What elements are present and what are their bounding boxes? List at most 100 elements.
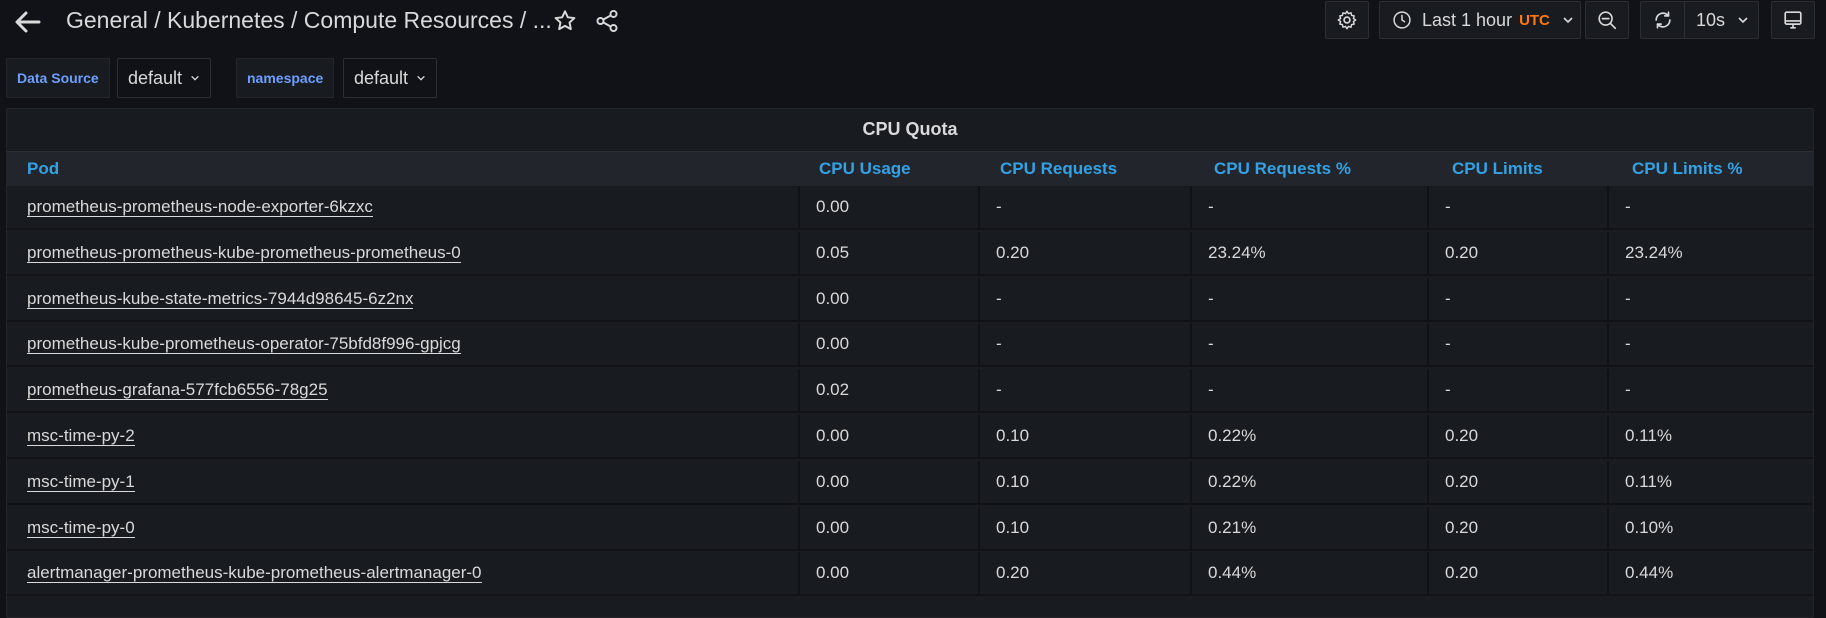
pod-link[interactable]: prometheus-kube-state-metrics-7944d98645… (27, 288, 414, 309)
top-navbar: General / Kubernetes / Compute Resources… (0, 0, 1826, 44)
cell-cpu-requests-pct: 0.44% (1190, 552, 1427, 595)
table-row: msc-time-py-0 0.00 0.10 0.21% 0.20 0.10% (7, 506, 1813, 551)
refresh-interval-picker[interactable]: 10s (1684, 1, 1759, 39)
cell-cpu-limits-pct: 0.11% (1607, 415, 1813, 457)
chevron-down-icon (191, 75, 199, 81)
variable-select-namespace[interactable]: default (343, 58, 438, 98)
share-icon (596, 9, 618, 33)
variable-label-datasource: Data Source (6, 58, 110, 98)
cell-cpu-limits-pct: - (1607, 323, 1813, 366)
tv-mode-button[interactable] (1771, 1, 1815, 39)
pod-link[interactable]: alertmanager-prometheus-kube-prometheus-… (27, 563, 482, 584)
cell-cpu-requests: 0.10 (978, 506, 1190, 549)
table-header: Pod CPU Usage CPU Requests CPU Requests … (7, 151, 1813, 186)
cell-cpu-requests: - (978, 186, 1190, 228)
cell-cpu-requests: 0.10 (978, 415, 1190, 457)
cell-cpu-limits: 0.20 (1427, 506, 1607, 549)
cell-cpu-requests: - (978, 277, 1190, 320)
back-button[interactable] (12, 6, 44, 38)
cell-cpu-requests: - (978, 323, 1190, 366)
cell-cpu-limits: 0.20 (1427, 231, 1607, 274)
table-row: msc-time-py-1 0.00 0.10 0.22% 0.20 0.11% (7, 460, 1813, 505)
column-header-cpu-requests-pct[interactable]: CPU Requests % (1214, 159, 1351, 178)
time-range-picker[interactable]: Last 1 hour UTC (1379, 1, 1581, 39)
chevron-down-icon (417, 75, 425, 81)
cell-cpu-limits: - (1427, 323, 1607, 366)
chevron-down-icon (1563, 17, 1573, 24)
cell-pod: prometheus-kube-prometheus-operator-75bf… (7, 323, 798, 365)
table-row: prometheus-kube-prometheus-operator-75bf… (7, 323, 1813, 368)
cell-cpu-usage: 0.05 (798, 231, 978, 274)
cell-cpu-limits-pct: 0.11% (1607, 460, 1813, 503)
dashboard-breadcrumb[interactable]: General / Kubernetes / Compute Resources… (66, 7, 552, 33)
cell-cpu-limits: - (1427, 369, 1607, 412)
cell-pod: prometheus-kube-state-metrics-7944d98645… (7, 278, 798, 320)
cell-cpu-requests-pct: - (1190, 277, 1427, 320)
table-row: prometheus-grafana-577fcb6556-78g25 0.02-… (7, 369, 1813, 414)
zoom-out-icon (1598, 11, 1617, 30)
cell-cpu-usage: 0.00 (798, 186, 978, 228)
pod-link[interactable]: msc-time-py-1 (27, 471, 135, 492)
cell-pod: prometheus-prometheus-kube-prometheus-pr… (7, 232, 798, 274)
column-header-pod[interactable]: Pod (27, 159, 60, 178)
cell-cpu-requests: 0.20 (978, 552, 1190, 595)
variable-value: default (354, 67, 409, 88)
table-row: msc-time-py-2 0.00 0.10 0.22% 0.20 0.11% (7, 415, 1813, 459)
cell-cpu-requests-pct: - (1190, 323, 1427, 366)
column-header-cpu-limits[interactable]: CPU Limits (1452, 159, 1543, 178)
table-row: prometheus-prometheus-kube-prometheus-pr… (7, 231, 1813, 276)
table-row: prometheus-kube-state-metrics-7944d98645… (7, 277, 1813, 322)
zoom-out-button[interactable] (1585, 1, 1629, 39)
pod-link[interactable]: msc-time-py-2 (27, 426, 135, 446)
cell-cpu-limits: 0.20 (1427, 460, 1607, 503)
cell-cpu-limits-pct: - (1607, 186, 1813, 228)
cell-cpu-limits-pct: 23.24% (1607, 231, 1813, 274)
cell-cpu-usage: 0.00 (798, 506, 978, 549)
cell-cpu-usage: 0.00 (798, 460, 978, 503)
column-header-cpu-requests[interactable]: CPU Requests (1000, 159, 1118, 178)
pod-link[interactable]: prometheus-prometheus-node-exporter-6kzx… (27, 197, 373, 217)
cell-cpu-requests-pct: - (1190, 186, 1427, 228)
variable-value: default (128, 67, 183, 88)
share-button[interactable] (594, 8, 620, 34)
refresh-icon (1654, 11, 1671, 29)
clock-icon (1393, 11, 1411, 29)
cell-cpu-requests: 0.20 (978, 231, 1190, 274)
cell-cpu-requests: - (978, 369, 1190, 412)
cell-cpu-limits: - (1427, 186, 1607, 228)
cell-cpu-limits-pct: 0.10% (1607, 506, 1813, 549)
cell-cpu-usage: 0.00 (798, 415, 978, 457)
column-header-cpu-usage[interactable]: CPU Usage (819, 159, 911, 178)
cell-cpu-limits-pct: - (1607, 277, 1813, 320)
cell-pod: prometheus-prometheus-node-exporter-6kzx… (7, 186, 798, 228)
dashboard-settings-button[interactable] (1325, 1, 1369, 39)
cell-pod: alertmanager-prometheus-kube-prometheus-… (7, 552, 798, 594)
cell-cpu-requests-pct: 0.22% (1190, 460, 1427, 503)
cell-pod: msc-time-py-0 (7, 507, 798, 549)
star-icon (554, 10, 576, 31)
cell-cpu-requests: 0.10 (978, 460, 1190, 503)
cell-pod: msc-time-py-1 (7, 461, 798, 503)
cell-cpu-limits: 0.20 (1427, 552, 1607, 595)
pod-link[interactable]: prometheus-grafana-577fcb6556-78g25 (27, 380, 328, 401)
cell-cpu-usage: 0.00 (798, 277, 978, 320)
cell-cpu-requests-pct: - (1190, 369, 1427, 412)
gear-icon (1337, 10, 1357, 30)
cell-cpu-usage: 0.00 (798, 552, 978, 595)
column-header-cpu-limits-pct[interactable]: CPU Limits % (1632, 159, 1743, 178)
arrow-left-icon (15, 11, 41, 33)
pod-link[interactable]: msc-time-py-0 (27, 517, 135, 538)
pod-link[interactable]: prometheus-kube-prometheus-operator-75bf… (27, 334, 461, 355)
cell-pod: msc-time-py-2 (7, 415, 798, 457)
variable-select-datasource[interactable]: default (117, 58, 212, 98)
cell-cpu-limits: 0.20 (1427, 415, 1607, 457)
cell-cpu-usage: 0.02 (798, 369, 978, 412)
timezone-label: UTC (1519, 11, 1550, 29)
pod-link[interactable]: prometheus-prometheus-kube-prometheus-pr… (27, 242, 461, 263)
star-button[interactable] (552, 8, 578, 34)
variable-label-namespace: namespace (236, 58, 335, 98)
cell-cpu-limits-pct: 0.44% (1607, 552, 1813, 595)
refresh-button[interactable] (1640, 1, 1684, 39)
cell-cpu-limits: - (1427, 277, 1607, 320)
panel-title[interactable]: CPU Quota (862, 119, 958, 139)
